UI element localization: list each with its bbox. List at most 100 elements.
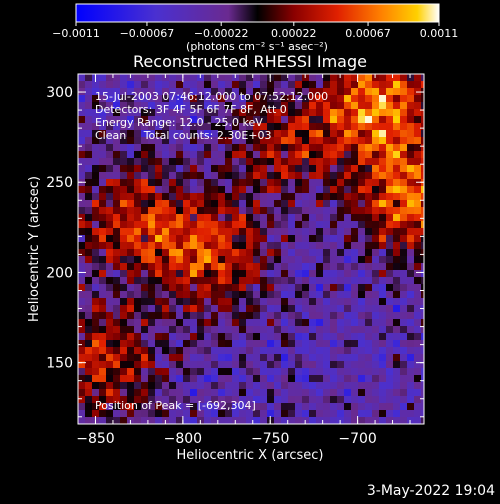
heatmap-cell [302, 200, 310, 208]
heatmap-cell [309, 109, 317, 117]
heatmap-cell [372, 137, 380, 145]
heatmap-cell [274, 263, 282, 271]
heatmap-cell [253, 74, 261, 82]
heatmap-cell [281, 368, 289, 376]
heatmap-cell [351, 368, 359, 376]
heatmap-cell [407, 291, 415, 299]
heatmap-cell [358, 165, 366, 173]
heatmap-cell [225, 130, 233, 138]
heatmap-cell [302, 228, 310, 236]
heatmap-cell [78, 368, 86, 376]
heatmap-cell [155, 305, 163, 313]
heatmap-cell [330, 228, 338, 236]
heatmap-cell [155, 179, 163, 187]
heatmap-cell [176, 228, 184, 236]
heatmap-cell [316, 368, 324, 376]
heatmap-cell [78, 165, 86, 173]
heatmap-cell [225, 417, 233, 424]
heatmap-cell [120, 305, 128, 313]
heatmap-cell [218, 116, 226, 124]
heatmap-cell [323, 361, 331, 369]
heatmap-cell [358, 130, 366, 138]
heatmap-cell [260, 151, 268, 159]
heatmap-cell [344, 361, 352, 369]
heatmap-cell [113, 291, 121, 299]
heatmap-cell [148, 354, 156, 362]
heatmap-cell [351, 389, 359, 397]
heatmap-cell [169, 88, 177, 96]
heatmap-cell [225, 179, 233, 187]
heatmap-cell [260, 270, 268, 278]
heatmap-cell [225, 333, 233, 341]
heatmap-cell [204, 403, 212, 411]
heatmap-cell [421, 172, 424, 180]
heatmap-cell [288, 214, 296, 222]
heatmap-cell [106, 249, 114, 257]
heatmap-cell [316, 333, 324, 341]
heatmap-cell [85, 284, 93, 292]
heatmap-cell [414, 242, 422, 250]
heatmap-cell [169, 403, 177, 411]
heatmap-cell [169, 172, 177, 180]
heatmap-cell [246, 256, 254, 264]
heatmap-cell [309, 116, 317, 124]
heatmap-cell [148, 165, 156, 173]
heatmap-cell [225, 137, 233, 145]
heatmap-cell [302, 165, 310, 173]
heatmap-cell [162, 221, 170, 229]
heatmap-cell [379, 123, 387, 131]
heatmap-cell [169, 375, 177, 383]
heatmap-cell [386, 277, 394, 285]
heatmap-cell [99, 396, 107, 404]
heatmap-cell [176, 151, 184, 159]
heatmap-cell [302, 172, 310, 180]
heatmap-cell [414, 305, 422, 313]
heatmap-cell [204, 284, 212, 292]
heatmap-cell [316, 193, 324, 201]
heatmap-cell [323, 284, 331, 292]
heatmap-cell [365, 95, 373, 103]
heatmap-cell [253, 396, 261, 404]
heatmap-cell [323, 263, 331, 271]
heatmap-cell [295, 396, 303, 404]
heatmap-cell [295, 291, 303, 299]
heatmap-cell [155, 312, 163, 320]
heatmap-cell [260, 326, 268, 334]
heatmap-cell [218, 102, 226, 110]
heatmap-cell [372, 102, 380, 110]
heatmap-cell [99, 151, 107, 159]
heatmap-cell [99, 263, 107, 271]
heatmap-cell [309, 326, 317, 334]
heatmap-cell [386, 326, 394, 334]
heatmap-cell [148, 200, 156, 208]
heatmap-cell [316, 326, 324, 334]
heatmap-cell [407, 410, 415, 418]
heatmap-cell [78, 340, 86, 348]
heatmap-cell [204, 179, 212, 187]
heatmap-cell [211, 172, 219, 180]
heatmap-cell [274, 270, 282, 278]
heatmap-cell [85, 382, 93, 390]
heatmap-cell [281, 151, 289, 159]
heatmap-cell [78, 410, 86, 418]
heatmap-cell [400, 165, 408, 173]
heatmap-cell [239, 151, 247, 159]
heatmap-cell [211, 382, 219, 390]
heatmap-cell [190, 354, 198, 362]
heatmap-cell [330, 340, 338, 348]
heatmap-cell [393, 333, 401, 341]
heatmap-cell [330, 95, 338, 103]
heatmap-cell [211, 312, 219, 320]
heatmap-cell [190, 137, 198, 145]
heatmap-cell [344, 172, 352, 180]
heatmap-cell [337, 305, 345, 313]
heatmap-cell [344, 151, 352, 159]
heatmap-cell [225, 165, 233, 173]
heatmap-cell [309, 347, 317, 355]
heatmap-cell [92, 165, 100, 173]
heatmap-cell [281, 312, 289, 320]
heatmap-cell [239, 242, 247, 250]
heatmap-cell [197, 165, 205, 173]
heatmap-cell [176, 347, 184, 355]
heatmap-cell [288, 74, 296, 82]
